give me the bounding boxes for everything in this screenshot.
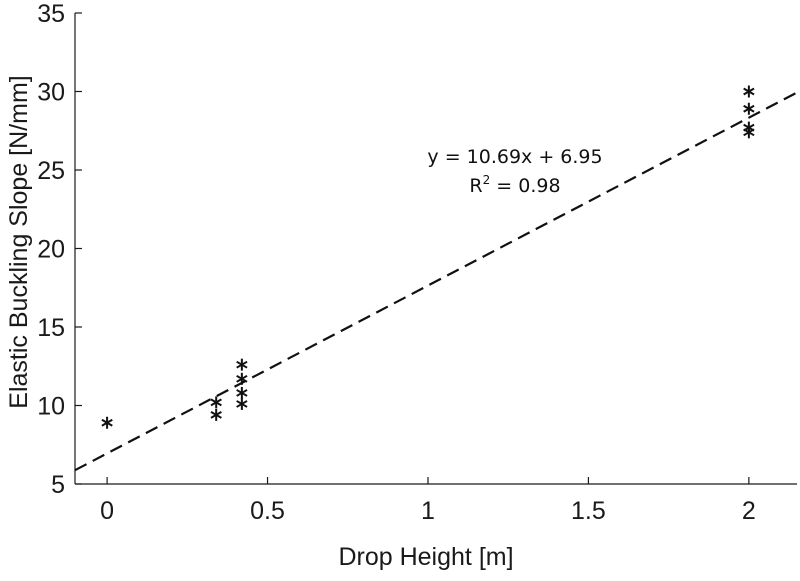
y-axis-ticks: 5 10 15 20 25 30 35 bbox=[37, 0, 82, 499]
asterisk-stroke bbox=[743, 87, 755, 96]
data-point-asterisk bbox=[236, 372, 248, 385]
x-tick-label: 0.5 bbox=[250, 497, 285, 525]
asterisk-stroke bbox=[101, 418, 113, 427]
y-tick-label: 5 bbox=[51, 471, 65, 499]
x-tick-label: 1.5 bbox=[571, 497, 606, 525]
trend-line bbox=[74, 91, 798, 472]
x-tick-label: 2 bbox=[742, 497, 756, 525]
y-tick-label: 25 bbox=[37, 157, 65, 185]
r-squared-annotation: R2 = 0.98 bbox=[469, 173, 560, 197]
y-tick-label: 20 bbox=[37, 236, 65, 264]
asterisk-stroke bbox=[236, 389, 248, 397]
asterisk-stroke bbox=[236, 374, 248, 383]
equation-annotation: y = 10.69x + 6.95 bbox=[427, 146, 602, 168]
data-point-asterisk bbox=[743, 85, 755, 98]
y-tick-label: 10 bbox=[37, 393, 65, 421]
x-tick-label: 0 bbox=[100, 497, 114, 525]
x-axis-ticks: 0 0.5 1 1.5 2 bbox=[100, 477, 756, 525]
data-point-asterisk bbox=[236, 358, 248, 371]
r-squared-value: = 0.98 bbox=[490, 175, 560, 197]
data-point-asterisk bbox=[743, 126, 755, 139]
data-point-asterisk bbox=[210, 396, 222, 409]
r-squared-superscript: 2 bbox=[483, 173, 491, 187]
y-tick-label: 35 bbox=[37, 0, 65, 28]
data-point-asterisk bbox=[210, 408, 222, 421]
asterisk-stroke bbox=[743, 128, 755, 137]
data-point-asterisk bbox=[743, 102, 755, 115]
x-axis-title: Drop Height [m] bbox=[338, 543, 513, 571]
asterisk-stroke bbox=[210, 398, 222, 407]
r-squared-label: R bbox=[469, 175, 482, 197]
asterisk-stroke bbox=[743, 104, 755, 113]
x-tick-label: 1 bbox=[421, 497, 435, 525]
y-tick-label: 15 bbox=[37, 314, 65, 342]
data-point-asterisk bbox=[236, 386, 248, 399]
asterisk-stroke bbox=[236, 400, 248, 408]
asterisk-stroke bbox=[236, 360, 248, 369]
asterisk-stroke bbox=[210, 411, 222, 419]
y-tick-label: 30 bbox=[37, 79, 65, 107]
data-point-asterisk bbox=[101, 416, 113, 429]
data-points bbox=[101, 85, 755, 429]
data-point-asterisk bbox=[236, 397, 248, 410]
y-axis-title: Elastic Buckling Slope [N/mm] bbox=[5, 75, 33, 408]
